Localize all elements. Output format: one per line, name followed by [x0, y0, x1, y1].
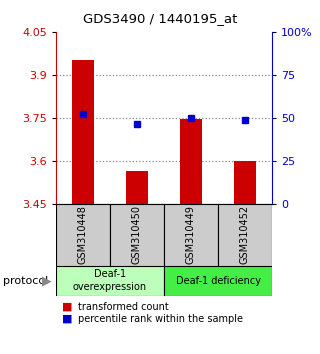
Text: GSM310452: GSM310452: [240, 205, 250, 264]
Bar: [126, 171, 148, 204]
Text: Deaf-1
overexpression: Deaf-1 overexpression: [73, 269, 147, 292]
Text: ■: ■: [62, 314, 73, 324]
Text: transformed count: transformed count: [78, 302, 169, 312]
Bar: [56, 266, 164, 296]
Text: protocol: protocol: [3, 275, 48, 286]
Bar: [72, 61, 94, 204]
Bar: [180, 119, 202, 204]
Bar: [164, 266, 272, 296]
Text: percentile rank within the sample: percentile rank within the sample: [78, 314, 244, 324]
Text: GDS3490 / 1440195_at: GDS3490 / 1440195_at: [83, 12, 237, 25]
Text: GSM310449: GSM310449: [186, 205, 196, 264]
Text: ▶: ▶: [42, 274, 51, 287]
Bar: [110, 204, 164, 266]
Bar: [234, 161, 256, 204]
Text: ■: ■: [62, 302, 73, 312]
Text: Deaf-1 deficiency: Deaf-1 deficiency: [175, 275, 260, 286]
Bar: [218, 204, 272, 266]
Bar: [164, 204, 218, 266]
Text: GSM310450: GSM310450: [132, 205, 142, 264]
Bar: [56, 204, 110, 266]
Text: GSM310448: GSM310448: [78, 205, 88, 264]
